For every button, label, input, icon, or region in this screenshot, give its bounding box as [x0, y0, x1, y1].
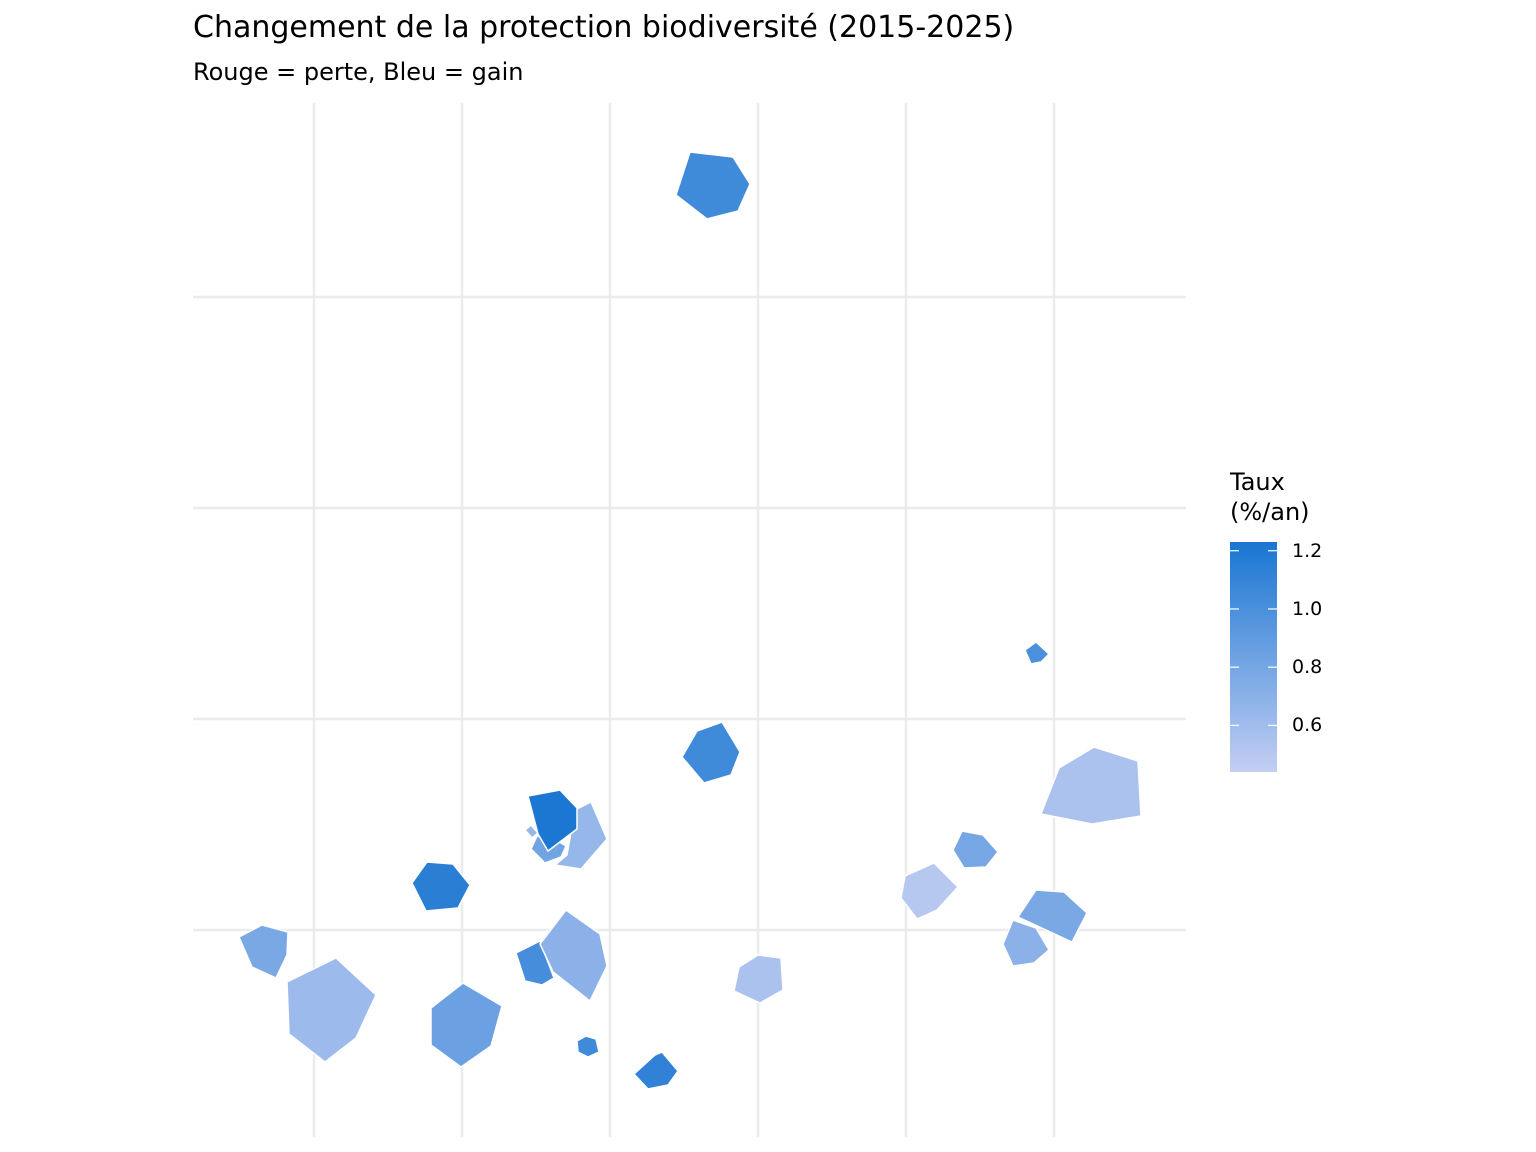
chart-subtitle: Rouge = perte, Bleu = gain: [193, 58, 524, 86]
region-polygon[interactable]: [576, 1035, 600, 1058]
region-polygon[interactable]: [527, 789, 578, 853]
region-polygon[interactable]: [286, 957, 377, 1063]
legend-tick-label: 1.0: [1292, 597, 1323, 620]
region-polygon[interactable]: [733, 954, 784, 1004]
chart-title: Changement de la protection biodiversité…: [193, 10, 1015, 45]
region-polygon[interactable]: [952, 830, 999, 869]
region-polygon[interactable]: [632, 1051, 679, 1090]
legend-tick-label: 1.2: [1292, 539, 1323, 562]
legend-title: Taux (%/an): [1230, 467, 1310, 527]
region-polygon[interactable]: [1002, 919, 1050, 967]
region-polygon[interactable]: [900, 862, 960, 920]
region-polygon[interactable]: [411, 861, 471, 912]
region-polygon[interactable]: [515, 939, 555, 986]
region-polygon[interactable]: [675, 151, 751, 220]
legend-tick-label: 0.6: [1292, 714, 1323, 737]
legend-colorbar: [1230, 542, 1277, 772]
region-polygon[interactable]: [539, 908, 608, 1003]
region-polygon[interactable]: [430, 982, 503, 1068]
region-polygon[interactable]: [1039, 746, 1142, 825]
legend-tick-label: 0.8: [1292, 656, 1323, 679]
region-polygon[interactable]: [238, 924, 289, 979]
region-polygon[interactable]: [681, 721, 741, 784]
legend-title-line1: Taux: [1230, 468, 1285, 496]
region-polygon[interactable]: [553, 800, 608, 870]
region-polygon[interactable]: [1024, 641, 1051, 665]
legend-title-line2: (%/an): [1230, 498, 1310, 526]
region-polygon[interactable]: [1016, 889, 1088, 943]
